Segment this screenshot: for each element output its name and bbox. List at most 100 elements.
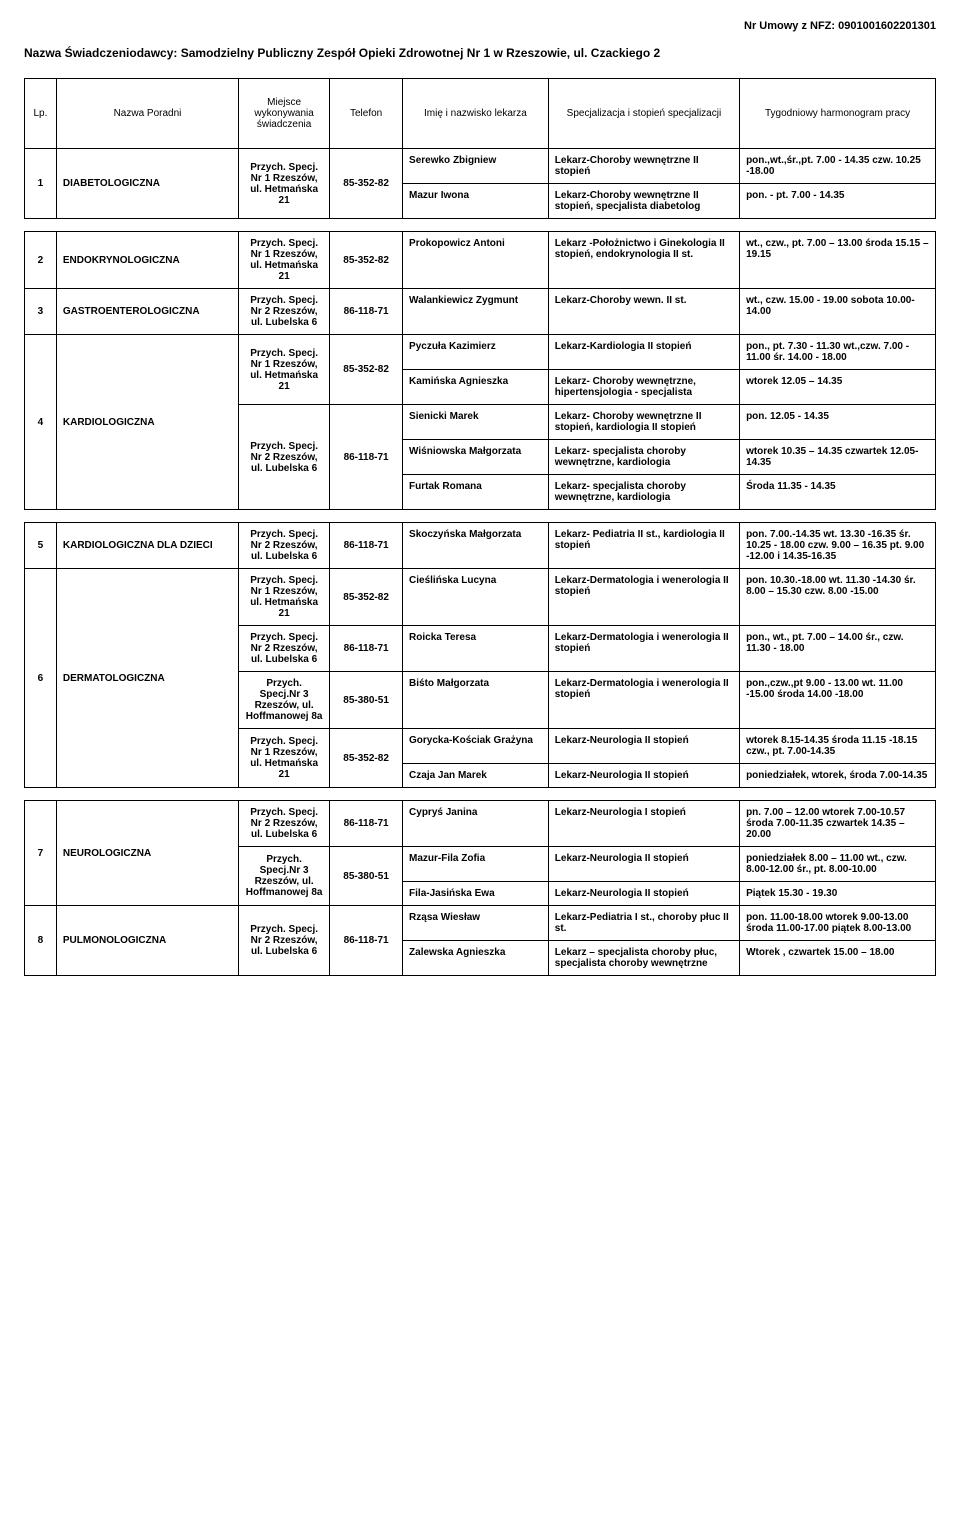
- doctor-name: Furtak Romana: [403, 475, 549, 510]
- schedule-table-2: 2 ENDOKRYNOLOGICZNA Przych. Specj. Nr 1 …: [24, 231, 936, 510]
- phone-cell: 85-352-82: [330, 149, 403, 219]
- location-cell: Przych. Specj. Nr 1 Rzeszów, ul. Hetmańs…: [239, 149, 330, 219]
- location-cell: Przych. Specj. Nr 2 Rzeszów, ul. Lubelsk…: [239, 289, 330, 335]
- col-name: Nazwa Poradni: [56, 79, 238, 149]
- specialization: Lekarz- Choroby wewnętrzne, hipertensjol…: [548, 370, 739, 405]
- provider-label: Nazwa Świadczeniodawcy:: [24, 46, 177, 60]
- schedule: Środa 11.35 - 14.35: [740, 475, 936, 510]
- schedule: wt., czw., pt. 7.00 – 13.00 środa 15.15 …: [740, 232, 936, 289]
- phone-cell: 86-118-71: [330, 801, 403, 847]
- phone-cell: 86-118-71: [330, 626, 403, 672]
- specialization: Lekarz-Kardiologia II stopień: [548, 335, 739, 370]
- doctor-name: Czaja Jan Marek: [403, 764, 549, 788]
- schedule: pon. - pt. 7.00 - 14.35: [740, 184, 936, 219]
- clinic-name: DIABETOLOGICZNA: [56, 149, 238, 219]
- phone-cell: 85-352-82: [330, 335, 403, 405]
- doctor-name: Zalewska Agnieszka: [403, 941, 549, 976]
- doctor-name: Sienicki Marek: [403, 405, 549, 440]
- col-doc: Imię i nazwisko lekarza: [403, 79, 549, 149]
- location-cell: Przych. Specj. Nr 2 Rzeszów, ul. Lubelsk…: [239, 626, 330, 672]
- clinic-name: ENDOKRYNOLOGICZNA: [56, 232, 238, 289]
- specialization: Lekarz – specjalista choroby płuc, specj…: [548, 941, 739, 976]
- table-row: 1 DIABETOLOGICZNA Przych. Specj. Nr 1 Rz…: [25, 149, 936, 184]
- col-lp: Lp.: [25, 79, 57, 149]
- schedule: wtorek 8.15-14.35 środa 11.15 -18.15 czw…: [740, 729, 936, 764]
- specialization: Lekarz- Choroby wewnętrzne II stopień, k…: [548, 405, 739, 440]
- doctor-name: Walankiewicz Zygmunt: [403, 289, 549, 335]
- phone-cell: 85-380-51: [330, 847, 403, 906]
- col-spec: Specjalizacja i stopień specjalizacji: [548, 79, 739, 149]
- contract-number: Nr Umowy z NFZ: 0901001602201301: [24, 20, 936, 32]
- doctor-name: Gorycka-Kościak Grażyna: [403, 729, 549, 764]
- schedule: pon.,wt.,śr.,pt. 7.00 - 14.35 czw. 10.25…: [740, 149, 936, 184]
- specialization: Lekarz-Neurologia II stopień: [548, 882, 739, 906]
- col-tel: Telefon: [330, 79, 403, 149]
- doctor-name: Rząsa Wiesław: [403, 906, 549, 941]
- lp-cell: 8: [25, 906, 57, 976]
- schedule: wt., czw. 15.00 - 19.00 sobota 10.00-14.…: [740, 289, 936, 335]
- schedule-table-1: Lp. Nazwa Poradni Miejsce wykonywania św…: [24, 78, 936, 219]
- specialization: Lekarz-Dermatologia i wenerologia II sto…: [548, 569, 739, 626]
- schedule: pon., wt., pt. 7.00 – 14.00 śr., czw. 11…: [740, 626, 936, 672]
- phone-cell: 86-118-71: [330, 289, 403, 335]
- specialization: Lekarz-Dermatologia i wenerologia II sto…: [548, 626, 739, 672]
- clinic-name: KARDIOLOGICZNA DLA DZIECI: [56, 523, 238, 569]
- location-cell: Przych. Specj. Nr 1 Rzeszów, ul. Hetmańs…: [239, 569, 330, 626]
- phone-cell: 85-352-82: [330, 569, 403, 626]
- lp-cell: 6: [25, 569, 57, 788]
- specialization: Lekarz- Pediatria II st., kardiologia II…: [548, 523, 739, 569]
- schedule: pon. 7.00.-14.35 wt. 13.30 -16.35 śr. 10…: [740, 523, 936, 569]
- doctor-name: Cieślińska Lucyna: [403, 569, 549, 626]
- doctor-name: Mazur-Fila Zofia: [403, 847, 549, 882]
- table-row: 6 DERMATOLOGICZNA Przych. Specj. Nr 1 Rz…: [25, 569, 936, 626]
- specialization: Lekarz-Neurologia I stopień: [548, 801, 739, 847]
- specialization: Lekarz-Pediatria I st., choroby płuc II …: [548, 906, 739, 941]
- phone-cell: 86-118-71: [330, 405, 403, 510]
- lp-cell: 7: [25, 801, 57, 906]
- specialization: Lekarz-Neurologia II stopień: [548, 847, 739, 882]
- clinic-name: PULMONOLOGICZNA: [56, 906, 238, 976]
- specialization: Lekarz-Choroby wewnętrzne II stopień, sp…: [548, 184, 739, 219]
- doctor-name: Biśto Małgorzata: [403, 672, 549, 729]
- specialization: Lekarz-Neurologia II stopień: [548, 764, 739, 788]
- lp-cell: 2: [25, 232, 57, 289]
- location-cell: Przych. Specj. Nr 2 Rzeszów, ul. Lubelsk…: [239, 801, 330, 847]
- specialization: Lekarz-Choroby wewn. II st.: [548, 289, 739, 335]
- schedule: Wtorek , czwartek 15.00 – 18.00: [740, 941, 936, 976]
- col-sched: Tygodniowy harmonogram pracy: [740, 79, 936, 149]
- doctor-name: Prokopowicz Antoni: [403, 232, 549, 289]
- doctor-name: Serewko Zbigniew: [403, 149, 549, 184]
- location-cell: Przych. Specj. Nr 1 Rzeszów, ul. Hetmańs…: [239, 232, 330, 289]
- schedule: pon. 12.05 - 14.35: [740, 405, 936, 440]
- clinic-name: NEUROLOGICZNA: [56, 801, 238, 906]
- provider-value: Samodzielny Publiczny Zespół Opieki Zdro…: [181, 46, 660, 60]
- lp-cell: 5: [25, 523, 57, 569]
- phone-cell: 85-380-51: [330, 672, 403, 729]
- table-row: 4 KARDIOLOGICZNA Przych. Specj. Nr 1 Rze…: [25, 335, 936, 370]
- specialization: Lekarz-Neurologia II stopień: [548, 729, 739, 764]
- lp-cell: 4: [25, 335, 57, 510]
- doctor-name: Pyczuła Kazimierz: [403, 335, 549, 370]
- schedule: pon.,czw.,pt 9.00 - 13.00 wt. 11.00 -15.…: [740, 672, 936, 729]
- location-cell: Przych. Specj. Nr 1 Rzeszów, ul. Hetmańs…: [239, 729, 330, 788]
- specialization: Lekarz- specjalista choroby wewnętrzne, …: [548, 440, 739, 475]
- specialization: Lekarz -Położnictwo i Ginekologia II sto…: [548, 232, 739, 289]
- location-cell: Przych. Specj. Nr 2 Rzeszów, ul. Lubelsk…: [239, 405, 330, 510]
- schedule-table-4: 7 NEUROLOGICZNA Przych. Specj. Nr 2 Rzes…: [24, 800, 936, 976]
- doctor-name: Skoczyńska Małgorzata: [403, 523, 549, 569]
- schedule: poniedziałek, wtorek, środa 7.00-14.35: [740, 764, 936, 788]
- schedule: Piątek 15.30 - 19.30: [740, 882, 936, 906]
- lp-cell: 3: [25, 289, 57, 335]
- clinic-name: DERMATOLOGICZNA: [56, 569, 238, 788]
- schedule: pon., pt. 7.30 - 11.30 wt.,czw. 7.00 - 1…: [740, 335, 936, 370]
- phone-cell: 86-118-71: [330, 906, 403, 976]
- location-cell: Przych. Specj. Nr 2 Rzeszów, ul. Lubelsk…: [239, 906, 330, 976]
- schedule: pon. 10.30.-18.00 wt. 11.30 -14.30 śr. 8…: [740, 569, 936, 626]
- col-loc: Miejsce wykonywania świadczenia: [239, 79, 330, 149]
- doctor-name: Fila-Jasińska Ewa: [403, 882, 549, 906]
- schedule: poniedziałek 8.00 – 11.00 wt., czw. 8.00…: [740, 847, 936, 882]
- schedule: pn. 7.00 – 12.00 wtorek 7.00-10.57 środa…: [740, 801, 936, 847]
- table-row: 7 NEUROLOGICZNA Przych. Specj. Nr 2 Rzes…: [25, 801, 936, 847]
- specialization: Lekarz-Dermatologia i wenerologia II sto…: [548, 672, 739, 729]
- doctor-name: Wiśniowska Małgorzata: [403, 440, 549, 475]
